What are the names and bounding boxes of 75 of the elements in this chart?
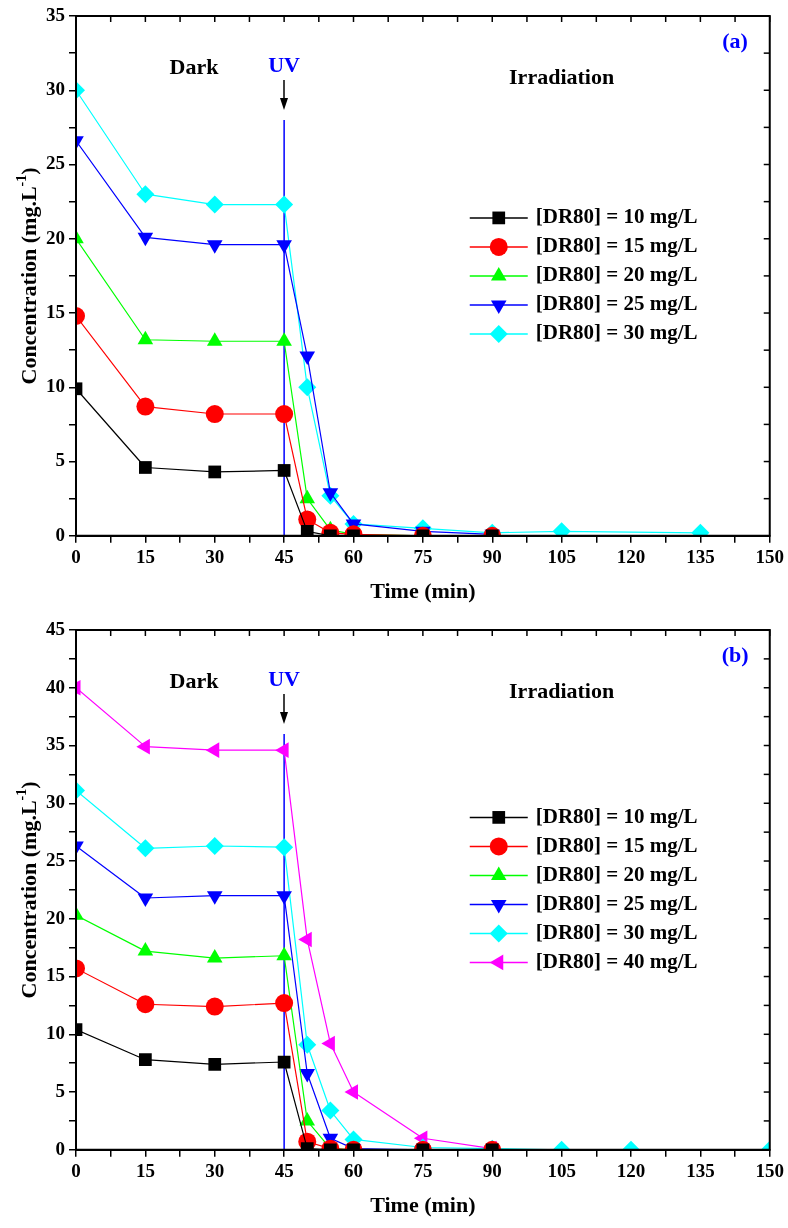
x-tick-label: 105 [547, 546, 576, 568]
y-tick-label: 30 [46, 78, 65, 100]
x-tick-label: 60 [344, 1160, 363, 1182]
y-tick-label: 45 [46, 617, 65, 639]
x-tick-label: 105 [547, 1160, 576, 1182]
y-tick-label: 5 [55, 1079, 65, 1101]
x-tick-label: 150 [755, 1160, 784, 1182]
point [136, 839, 155, 858]
legend-label: [DR80] = 25 mg/L [535, 291, 698, 316]
x-tick-label: 120 [616, 1160, 646, 1182]
y-tick-label: 30 [46, 791, 65, 813]
x-tick-label: 60 [344, 546, 363, 568]
x-tick-label: 30 [205, 1160, 225, 1182]
ref-line-label: UV [268, 51, 301, 77]
point [137, 942, 154, 956]
y-tick-label: 35 [46, 733, 65, 755]
x-tick-label: 45 [274, 1160, 294, 1182]
x-tick-label: 90 [482, 546, 502, 568]
x-tick-label: 90 [482, 1160, 502, 1182]
point [321, 1101, 340, 1120]
x-tick-label: 15 [135, 1160, 155, 1182]
point [205, 997, 224, 1016]
annotation: Dark [169, 53, 220, 79]
x-tick-label: 0 [71, 1160, 81, 1182]
point [206, 949, 223, 963]
point [275, 994, 294, 1013]
x-tick-label: 135 [686, 1160, 715, 1182]
legend-label: [DR80] = 20 mg/L [535, 861, 698, 886]
annotation: (a) [722, 27, 748, 53]
y-tick-label: 35 [46, 3, 65, 25]
point [139, 1053, 152, 1067]
annotation: (b) [721, 641, 749, 667]
legend-label: [DR80] = 15 mg/L [535, 233, 698, 258]
x-tick-label: 75 [413, 546, 433, 568]
legend-label: [DR80] = 15 mg/L [535, 832, 698, 857]
x-tick-label: 150 [755, 546, 784, 568]
annotation: Dark [169, 667, 220, 693]
x-axis-title: Time (min) [370, 1192, 476, 1218]
x-tick-label: 15 [135, 546, 155, 568]
y-tick-label: 20 [46, 906, 65, 928]
annotation: Irradiation [509, 64, 615, 90]
y-tick-label: 25 [46, 152, 65, 174]
x-axis-title: Time (min) [370, 578, 476, 604]
point [136, 995, 155, 1014]
y-axis-title: Concentration (mg.L-1) [13, 167, 41, 385]
legend-label: [DR80] = 10 mg/L [535, 204, 698, 229]
point [276, 946, 292, 961]
legend-label: [DR80] = 20 mg/L [535, 262, 698, 287]
legend-label: [DR80] = 25 mg/L [535, 890, 698, 915]
y-tick-label: 10 [46, 375, 65, 397]
x-tick-label: 30 [205, 546, 225, 568]
x-tick-label: 0 [71, 546, 81, 568]
y-tick-label: 0 [55, 1137, 65, 1159]
x-tick-label: 135 [686, 546, 715, 568]
legend-label: [DR80] = 10 mg/L [535, 803, 698, 828]
legend-label: [DR80] = 30 mg/L [535, 320, 698, 345]
y-axis-title: Concentration (mg.L-1) [13, 781, 41, 999]
y-tick-label: 10 [46, 1022, 65, 1044]
y-tick-label: 20 [46, 226, 65, 248]
x-tick-label: 45 [274, 546, 294, 568]
y-tick-label: 25 [46, 848, 65, 870]
y-tick-label: 40 [46, 675, 65, 697]
point [208, 1057, 222, 1071]
y-tick-label: 5 [55, 449, 65, 471]
y-tick-label: 15 [46, 964, 65, 986]
legend-label: [DR80] = 40 mg/L [535, 948, 698, 973]
point [275, 838, 294, 857]
x-tick-label: 120 [616, 546, 646, 568]
y-tick-label: 0 [55, 523, 65, 545]
ref-line-label: UV [268, 665, 301, 691]
annotation: Irradiation [509, 678, 615, 704]
legend-label: [DR80] = 30 mg/L [535, 919, 698, 944]
point [205, 837, 224, 856]
x-tick-label: 75 [413, 1160, 433, 1182]
y-tick-label: 15 [46, 300, 65, 322]
